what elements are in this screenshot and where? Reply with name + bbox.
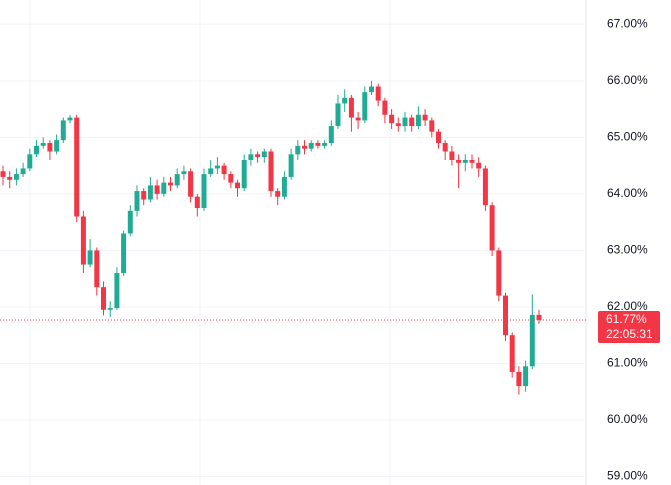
candle-body	[134, 191, 140, 211]
candle-body	[101, 287, 106, 310]
candle-body	[516, 371, 522, 387]
price-axis: 59.00% 60.00% 61.00% 62.00% 63.00% 64.00% 65.0…	[598, 16, 660, 483]
candle-body	[509, 335, 515, 372]
candle-body	[261, 151, 267, 158]
candle-body	[20, 168, 26, 175]
candle-body	[436, 131, 441, 144]
candle-body	[13, 174, 19, 180]
candle-body	[375, 86, 381, 101]
candle-body	[228, 174, 234, 183]
y-tick-label: 61.00%	[607, 356, 648, 370]
candle-body	[315, 143, 321, 146]
candle-body	[80, 216, 86, 265]
candle-body	[94, 250, 100, 288]
candle-body	[221, 165, 227, 175]
candle-body	[127, 210, 133, 234]
candle-body	[503, 295, 508, 336]
candle-body	[235, 182, 240, 189]
grid	[0, 23, 586, 478]
candle-body	[449, 151, 455, 160]
y-tick-label: 67.00%	[607, 16, 648, 30]
candle-body	[288, 154, 294, 177]
y-tick-label: 66.00%	[607, 73, 648, 87]
candle-body	[322, 143, 328, 146]
y-tick-label: 59.00%	[607, 469, 648, 483]
candle-body	[496, 250, 502, 296]
candle-body	[188, 171, 194, 197]
candle-body	[248, 154, 254, 160]
candle-body	[87, 250, 93, 265]
candle-body	[208, 168, 214, 175]
candle-body	[47, 143, 53, 152]
candle-body	[415, 114, 421, 127]
candle-body	[369, 86, 374, 93]
y-tick-label: 65.00%	[607, 130, 648, 144]
candle-body	[422, 114, 428, 121]
candle-body	[402, 117, 408, 127]
candle-body	[429, 120, 435, 132]
candle-body	[489, 205, 495, 251]
candle-body	[469, 159, 475, 163]
candle-body	[34, 145, 39, 155]
candle-body	[54, 140, 60, 152]
y-tick-label: 64.00%	[607, 186, 648, 200]
candle-body	[268, 151, 274, 192]
candle-body	[389, 114, 395, 124]
candle-body	[161, 182, 167, 194]
y-tick-label: 62.00%	[607, 299, 648, 313]
candle-body	[523, 366, 529, 387]
candle-body	[409, 117, 415, 127]
candle-body	[335, 103, 341, 127]
candle-body	[147, 185, 153, 200]
candle-body	[0, 171, 6, 177]
candle-body	[302, 145, 307, 149]
candle-body	[456, 159, 462, 163]
candles	[0, 80, 586, 395]
candle-body	[107, 308, 113, 310]
candle-body	[194, 196, 200, 209]
candle-body	[121, 233, 127, 274]
candle-body	[181, 171, 187, 175]
candle-body	[7, 176, 13, 180]
last-price-label: 61.77%	[606, 312, 647, 326]
candle-body	[74, 117, 80, 217]
candle-body	[536, 314, 542, 320]
candle-body	[174, 174, 180, 186]
candle-body	[295, 145, 301, 155]
candle-body	[529, 314, 535, 367]
candle-body	[60, 120, 66, 141]
candle-body	[442, 143, 448, 152]
candle-body	[141, 191, 147, 200]
candle-body	[482, 168, 488, 206]
candle-body	[201, 174, 207, 209]
candle-body	[114, 273, 120, 309]
candle-body	[168, 182, 173, 186]
candle-body	[154, 185, 160, 194]
last-price-box	[598, 310, 660, 343]
countdown: 22:05:31	[606, 327, 653, 341]
candle-body	[214, 165, 220, 169]
candle-body	[462, 159, 468, 163]
candle-body	[40, 143, 46, 146]
candle-body	[476, 162, 482, 169]
candle-body	[281, 176, 287, 197]
candle-body	[241, 159, 247, 189]
candle-body	[395, 123, 401, 127]
candle-body	[382, 100, 388, 115]
candle-body	[362, 92, 368, 121]
candle-body	[342, 97, 348, 104]
candle-body	[27, 154, 33, 169]
candle-body	[328, 126, 334, 144]
y-tick-label: 63.00%	[607, 243, 648, 257]
candle-body	[308, 143, 314, 149]
candle-body	[67, 117, 73, 121]
y-tick-label: 60.00%	[607, 412, 648, 426]
candle-body	[275, 191, 281, 197]
candle-body	[255, 154, 261, 158]
candle-body	[355, 117, 361, 121]
candle-body	[348, 97, 354, 118]
